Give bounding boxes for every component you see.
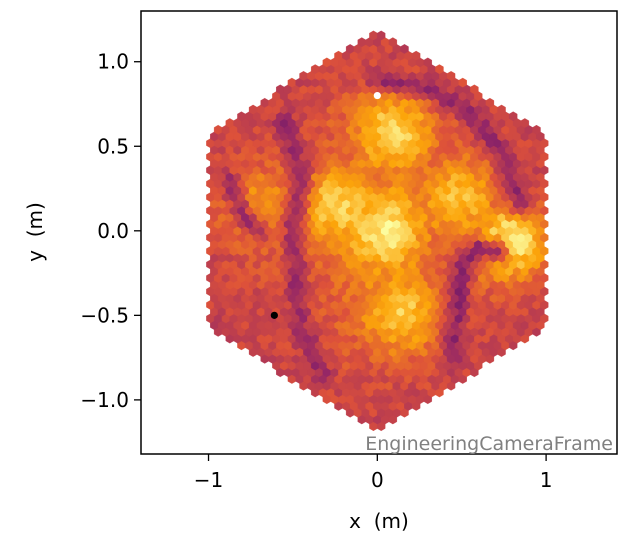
y-tick-label: 1.0 xyxy=(97,50,129,74)
camera-pixel xyxy=(520,118,530,128)
y-tick-label: 0.5 xyxy=(97,134,129,158)
camera-pixel xyxy=(532,124,541,135)
y-tick-label: −1.0 xyxy=(80,388,129,412)
plot-frame xyxy=(140,10,618,455)
frame-annotation: EngineeringCameraFrame xyxy=(365,433,613,455)
special-pixels xyxy=(270,91,381,319)
camera-pixel xyxy=(411,50,421,61)
y-tick-label: −0.5 xyxy=(80,303,129,327)
camera-pixel xyxy=(508,111,518,122)
camera-pixel xyxy=(388,37,398,48)
camera-pixel xyxy=(458,77,467,88)
camera-pixel xyxy=(446,71,456,81)
special-pixel xyxy=(373,91,381,100)
camera-pixels xyxy=(206,30,549,431)
x-axis-label: x (m) xyxy=(349,509,409,533)
x-tick-label: 0 xyxy=(371,468,384,492)
camera-pixel xyxy=(377,30,386,41)
y-axis-label: y (m) xyxy=(23,202,47,262)
camera-pixel xyxy=(435,64,444,74)
camera-pixel xyxy=(423,57,432,68)
special-pixel xyxy=(270,311,278,319)
camera-pixel xyxy=(485,97,495,108)
y-axis: −1.0 −0.5 0.0 0.5 1.0 xyxy=(80,50,141,412)
camera-pixel xyxy=(497,104,506,115)
y-tick-label: 0.0 xyxy=(97,219,129,243)
camera-pixel xyxy=(470,84,479,95)
camera-pixel xyxy=(400,44,409,54)
x-axis: −1 0 1 xyxy=(194,454,553,492)
x-tick-label: −1 xyxy=(194,468,223,492)
x-tick-label: 1 xyxy=(540,468,553,492)
